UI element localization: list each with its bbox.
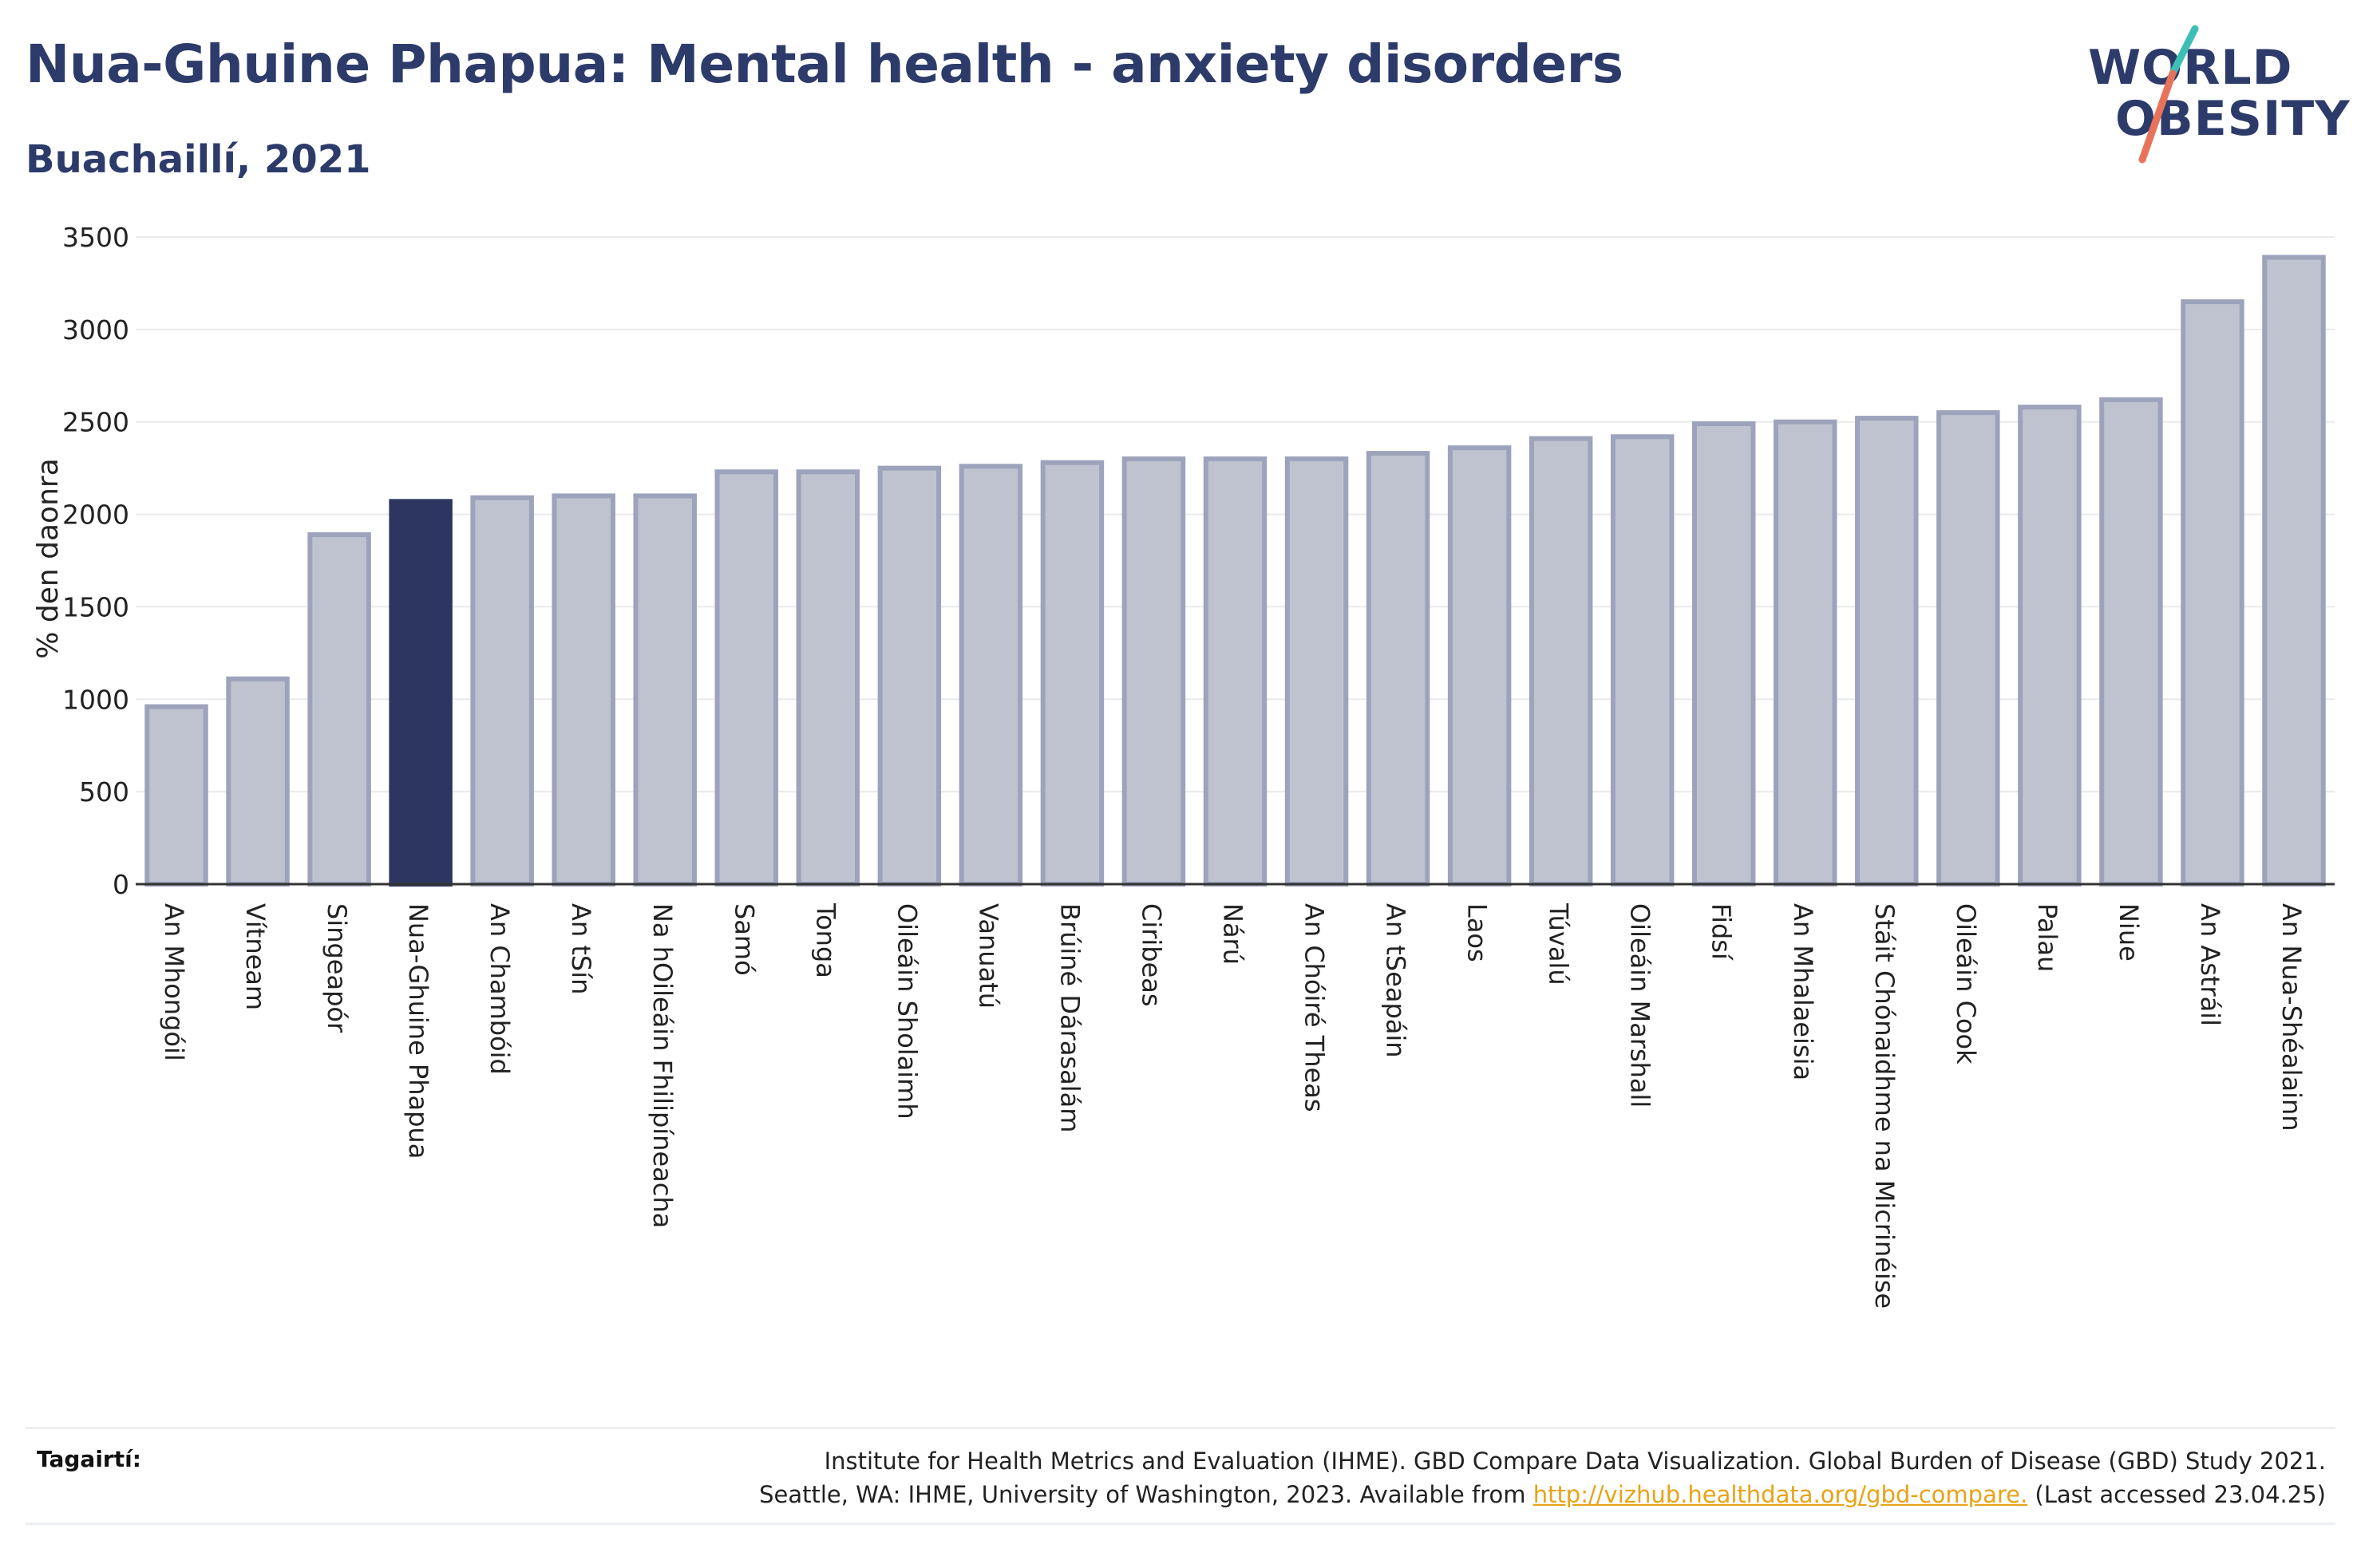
x-tick-label: Túvalú [1544, 902, 1574, 985]
x-tick-label: An tSín [566, 903, 596, 994]
bar [1447, 445, 1512, 887]
x-tick-label: Vítneam [240, 903, 271, 1010]
y-tick-label: 2500 [62, 407, 129, 438]
y-tick-label: 3000 [62, 314, 129, 346]
y-axis-title: % den daonra [32, 458, 65, 659]
x-tick-label: An Mhongóil [159, 903, 189, 1061]
bar [1855, 416, 1919, 887]
x-tick-label: An tSeapáin [1381, 903, 1411, 1058]
references-text: Institute for Health Metrics and Evaluat… [759, 1444, 2326, 1511]
x-axis-labels: An Mhongóil Vítneam Singeapór Nua-Ghuine Ph… [159, 902, 2307, 1309]
x-tick-label: Fidsí [1706, 903, 1737, 961]
x-tick-label: Samó [729, 903, 759, 976]
x-tick-label: Oileáin Marshall [1625, 903, 1655, 1108]
bar [1610, 434, 1675, 887]
x-tick-label: Ciribeas [1136, 903, 1166, 1007]
x-tick-label: An Astráil [2195, 903, 2225, 1026]
y-tick-label: 3500 [62, 222, 129, 253]
reference-line-2-prefix: Seattle, WA: IHME, University of Washing… [759, 1481, 1533, 1508]
bar [1529, 436, 1593, 887]
x-tick-label: Na hOileáin Fhilipíneacha [647, 903, 678, 1228]
bar [1203, 456, 1268, 887]
x-tick-label: Palau [2032, 903, 2062, 972]
reference-line-2-suffix: (Last accessed 23.04.25) [2027, 1481, 2326, 1508]
x-tick-label: Nua-Ghuine Phapua [403, 903, 433, 1159]
bar [959, 464, 1023, 887]
bar [796, 469, 860, 887]
y-tick-label: 0 [113, 869, 129, 900]
x-tick-label: Niue [2114, 903, 2144, 962]
reference-line-2: Seattle, WA: IHME, University of Washing… [759, 1478, 2326, 1511]
bar [633, 493, 697, 887]
bar [1774, 419, 1837, 887]
y-tick-label: 2000 [62, 500, 129, 531]
bar [1284, 456, 1349, 887]
bar [2262, 255, 2326, 887]
bar-highlight [389, 499, 453, 887]
x-tick-label: Vanuatú [973, 903, 1003, 1009]
bar [1121, 456, 1186, 887]
x-tick-label: Nárú [1218, 903, 1248, 965]
y-tick-label: 1000 [62, 684, 129, 715]
x-tick-label: Oileáin Sholaimh [892, 903, 922, 1120]
x-tick-label: Singeapór [322, 903, 352, 1033]
bar-chart: 0 500 1000 1500 2000 2500 3000 3500 An Mhongóil… [32, 222, 2335, 1309]
bar [1366, 451, 1430, 887]
bar [144, 704, 208, 887]
bar [470, 495, 534, 887]
x-tick-label: Stáit Chónaidhme na Micrinéise [1869, 903, 1900, 1309]
bar [877, 465, 942, 887]
x-tick-label: Tonga [810, 902, 840, 978]
footer-divider-top [26, 1427, 2335, 1429]
reference-line-1: Institute for Health Metrics and Evaluat… [824, 1448, 2326, 1475]
y-tick-label: 1500 [62, 591, 129, 622]
reference-link[interactable]: http://vizhub.healthdata.org/gbd-compare… [1532, 1481, 2028, 1508]
bar [226, 676, 290, 887]
x-tick-label: An Nua-Shéalainn [2276, 903, 2307, 1132]
x-tick-label: An Chambóid [484, 903, 515, 1075]
bar [552, 493, 615, 887]
x-tick-label: Laos [1462, 903, 1493, 962]
chart-title: Nua-Ghuine Phapua: Mental health - anxie… [26, 34, 1623, 95]
logo-word-world: WORLD [2088, 40, 2293, 96]
x-tick-label: Oileáin Cook [1951, 903, 1981, 1064]
bar [2018, 405, 2082, 887]
x-tick-label: An Chóiré Theas [1299, 903, 1330, 1112]
x-tick-label: An Mhalaeisia [1788, 903, 1818, 1080]
bar [714, 469, 779, 887]
x-tick-label: Brúiné Dárasalám [1054, 903, 1085, 1132]
bar [1691, 421, 1756, 887]
bar [1040, 460, 1105, 887]
chart-subtitle: Buachaillí, 2021 [26, 137, 371, 182]
references-label: Tagairtí: [37, 1446, 141, 1472]
y-axis-ticks: 0 500 1000 1500 2000 2500 3000 3500 [62, 222, 129, 900]
bars [144, 255, 2326, 887]
world-obesity-logo: WORLD OBESITY [2075, 24, 2350, 176]
bar [2099, 397, 2163, 887]
y-tick-label: 500 [79, 776, 129, 808]
bar [2181, 299, 2244, 887]
bar [307, 532, 371, 887]
logo-slash-icon [2138, 25, 2199, 164]
footer-divider-bottom [26, 1523, 2335, 1525]
bar [1936, 410, 2000, 887]
